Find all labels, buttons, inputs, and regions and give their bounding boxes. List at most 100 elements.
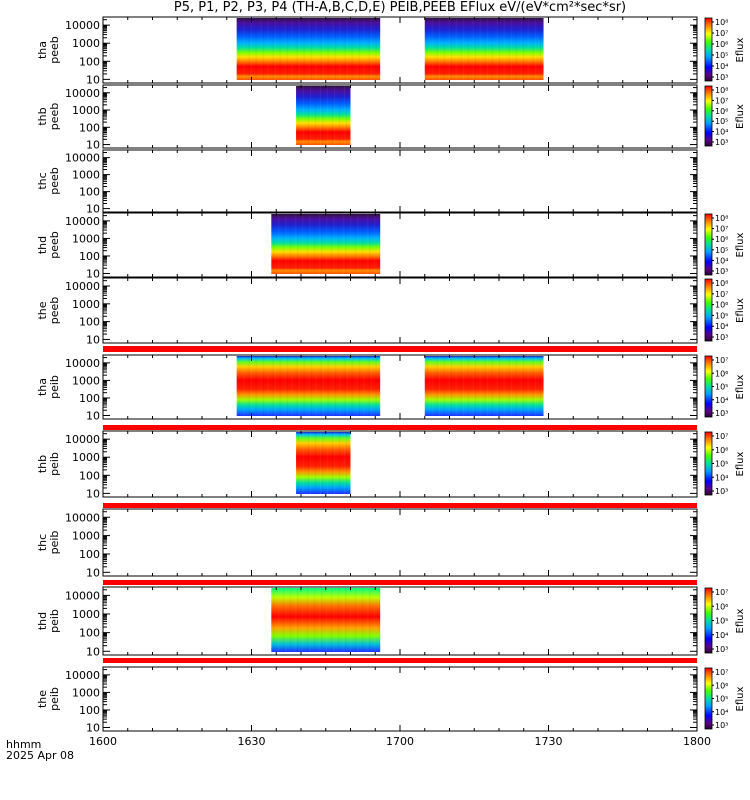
panel-frame: [102, 16, 698, 84]
panel-label: peeb: [48, 103, 61, 131]
panel-frame: [102, 586, 698, 656]
y-tick-label: 10000: [65, 511, 100, 524]
spectrogram-texture: [484, 18, 486, 80]
y-tick-label: 100: [79, 186, 100, 199]
y-tick-label: 10: [86, 267, 100, 280]
spectrogram-texture: [374, 588, 376, 652]
spectrogram-texture: [343, 214, 345, 274]
spectrogram-texture: [343, 588, 345, 652]
spectrogram-texture: [296, 18, 298, 80]
spectrogram-texture: [346, 432, 348, 494]
y-tick-label: 1000: [72, 686, 100, 699]
colorbar-label: Eflux: [735, 451, 746, 476]
panel-label: peeb: [48, 36, 61, 64]
spectrogram-texture: [426, 18, 428, 80]
y-tick-label: 1000: [72, 104, 100, 117]
spectrogram-texture: [291, 356, 293, 416]
spectrogram-texture: [355, 214, 357, 274]
spectrogram-texture: [267, 356, 269, 416]
y-tick-label: 100: [79, 627, 100, 640]
colorbar-tick-label: 10³: [715, 645, 728, 654]
colorbar-label: Eflux: [735, 686, 746, 711]
spectrogram-texture: [260, 356, 262, 416]
spectrogram-texture: [462, 356, 464, 416]
colorbar-tick-label: 10⁵: [715, 460, 728, 469]
panel-frame: [102, 430, 698, 498]
spectrogram-texture: [460, 356, 462, 416]
x-tick-label: 1700: [386, 735, 414, 748]
panel-label: thb: [36, 455, 49, 473]
spectrogram-block: [236, 18, 381, 80]
y-tick-label: 100: [79, 704, 100, 717]
spectrogram-texture: [319, 214, 321, 274]
plot-title: P5, P1, P2, P3, P4 (TH-A,B,C,D,E) PEIB,P…: [173, 0, 627, 15]
spectrogram-texture: [286, 356, 288, 416]
spectrogram-texture: [486, 18, 488, 80]
y-tick-label: 1000: [72, 374, 100, 387]
spectrogram-texture: [334, 18, 336, 80]
spectrogram-texture: [262, 18, 264, 80]
spectrogram-texture: [362, 214, 364, 274]
spectrogram-texture: [363, 356, 365, 416]
spectrogram-texture: [346, 86, 348, 145]
separator-bar: [103, 658, 697, 663]
spectrogram-texture: [334, 356, 336, 416]
y-tick-label: 100: [79, 250, 100, 263]
spectrogram-texture: [357, 588, 359, 652]
x-tick-label: 1600: [89, 735, 117, 748]
spectrogram-texture: [351, 356, 353, 416]
spectrogram-texture: [339, 86, 341, 145]
spectrogram-texture: [308, 18, 310, 80]
spectrogram-texture: [346, 18, 348, 80]
spectrogram-texture: [510, 18, 512, 80]
colorbar: [704, 213, 713, 276]
spectrogram-texture: [278, 214, 280, 274]
spectrogram-texture: [303, 18, 305, 80]
y-tick-label: 1000: [72, 608, 100, 621]
spectrogram-texture: [369, 588, 371, 652]
spectrogram-texture: [298, 18, 300, 80]
y-tick-label: 10000: [65, 433, 100, 446]
y-tick-label: 10: [86, 333, 100, 346]
y-tick-label: 10: [86, 566, 100, 579]
y-tick-label: 1000: [72, 169, 100, 182]
spectrogram-texture: [333, 588, 335, 652]
colorbar-tick-label: 10⁵: [715, 246, 728, 255]
date-label: 2025 Apr 08: [6, 749, 75, 762]
spectrogram-texture: [283, 588, 285, 652]
spectrogram-texture: [290, 214, 292, 274]
spectrogram-texture: [448, 18, 450, 80]
colorbar: [704, 17, 713, 82]
spectrogram-texture: [310, 356, 312, 416]
colorbar-tick-label: 10³: [715, 138, 728, 147]
spectrogram-texture: [310, 18, 312, 80]
spectrogram-texture: [338, 214, 340, 274]
spectrogram-texture: [319, 588, 321, 652]
spectrogram-texture: [320, 18, 322, 80]
colorbar-tick-label: 10³: [715, 487, 728, 496]
colorbar: [704, 278, 713, 342]
spectrogram-texture: [474, 356, 476, 416]
spectrogram-texture: [367, 588, 369, 652]
colorbar-tick-label: 10⁷: [715, 29, 728, 38]
spectrogram-texture: [532, 18, 534, 80]
colorbar-tick-label: 10⁷: [715, 668, 728, 677]
spectrogram-texture: [503, 356, 505, 416]
panel-frame: [102, 666, 698, 732]
colorbar-tick-label: 10⁵: [715, 695, 728, 704]
spectrogram-texture: [309, 214, 311, 274]
spectrogram-texture: [374, 214, 376, 274]
colorbar-tick-label: 10⁴: [715, 256, 728, 265]
spectrogram-texture: [295, 214, 297, 274]
spectrogram-block: [271, 588, 381, 652]
spectrogram-texture: [479, 18, 481, 80]
panel-frame: [102, 84, 698, 149]
spectrogram-texture: [274, 18, 276, 80]
spectrogram-texture: [238, 356, 240, 416]
spectrogram-texture: [350, 588, 352, 652]
spectrogram-texture: [450, 356, 452, 416]
y-tick-label: 10000: [65, 19, 100, 32]
spectrogram-texture: [527, 18, 529, 80]
spectrogram-texture: [310, 86, 312, 145]
panel-frame: [102, 149, 698, 213]
